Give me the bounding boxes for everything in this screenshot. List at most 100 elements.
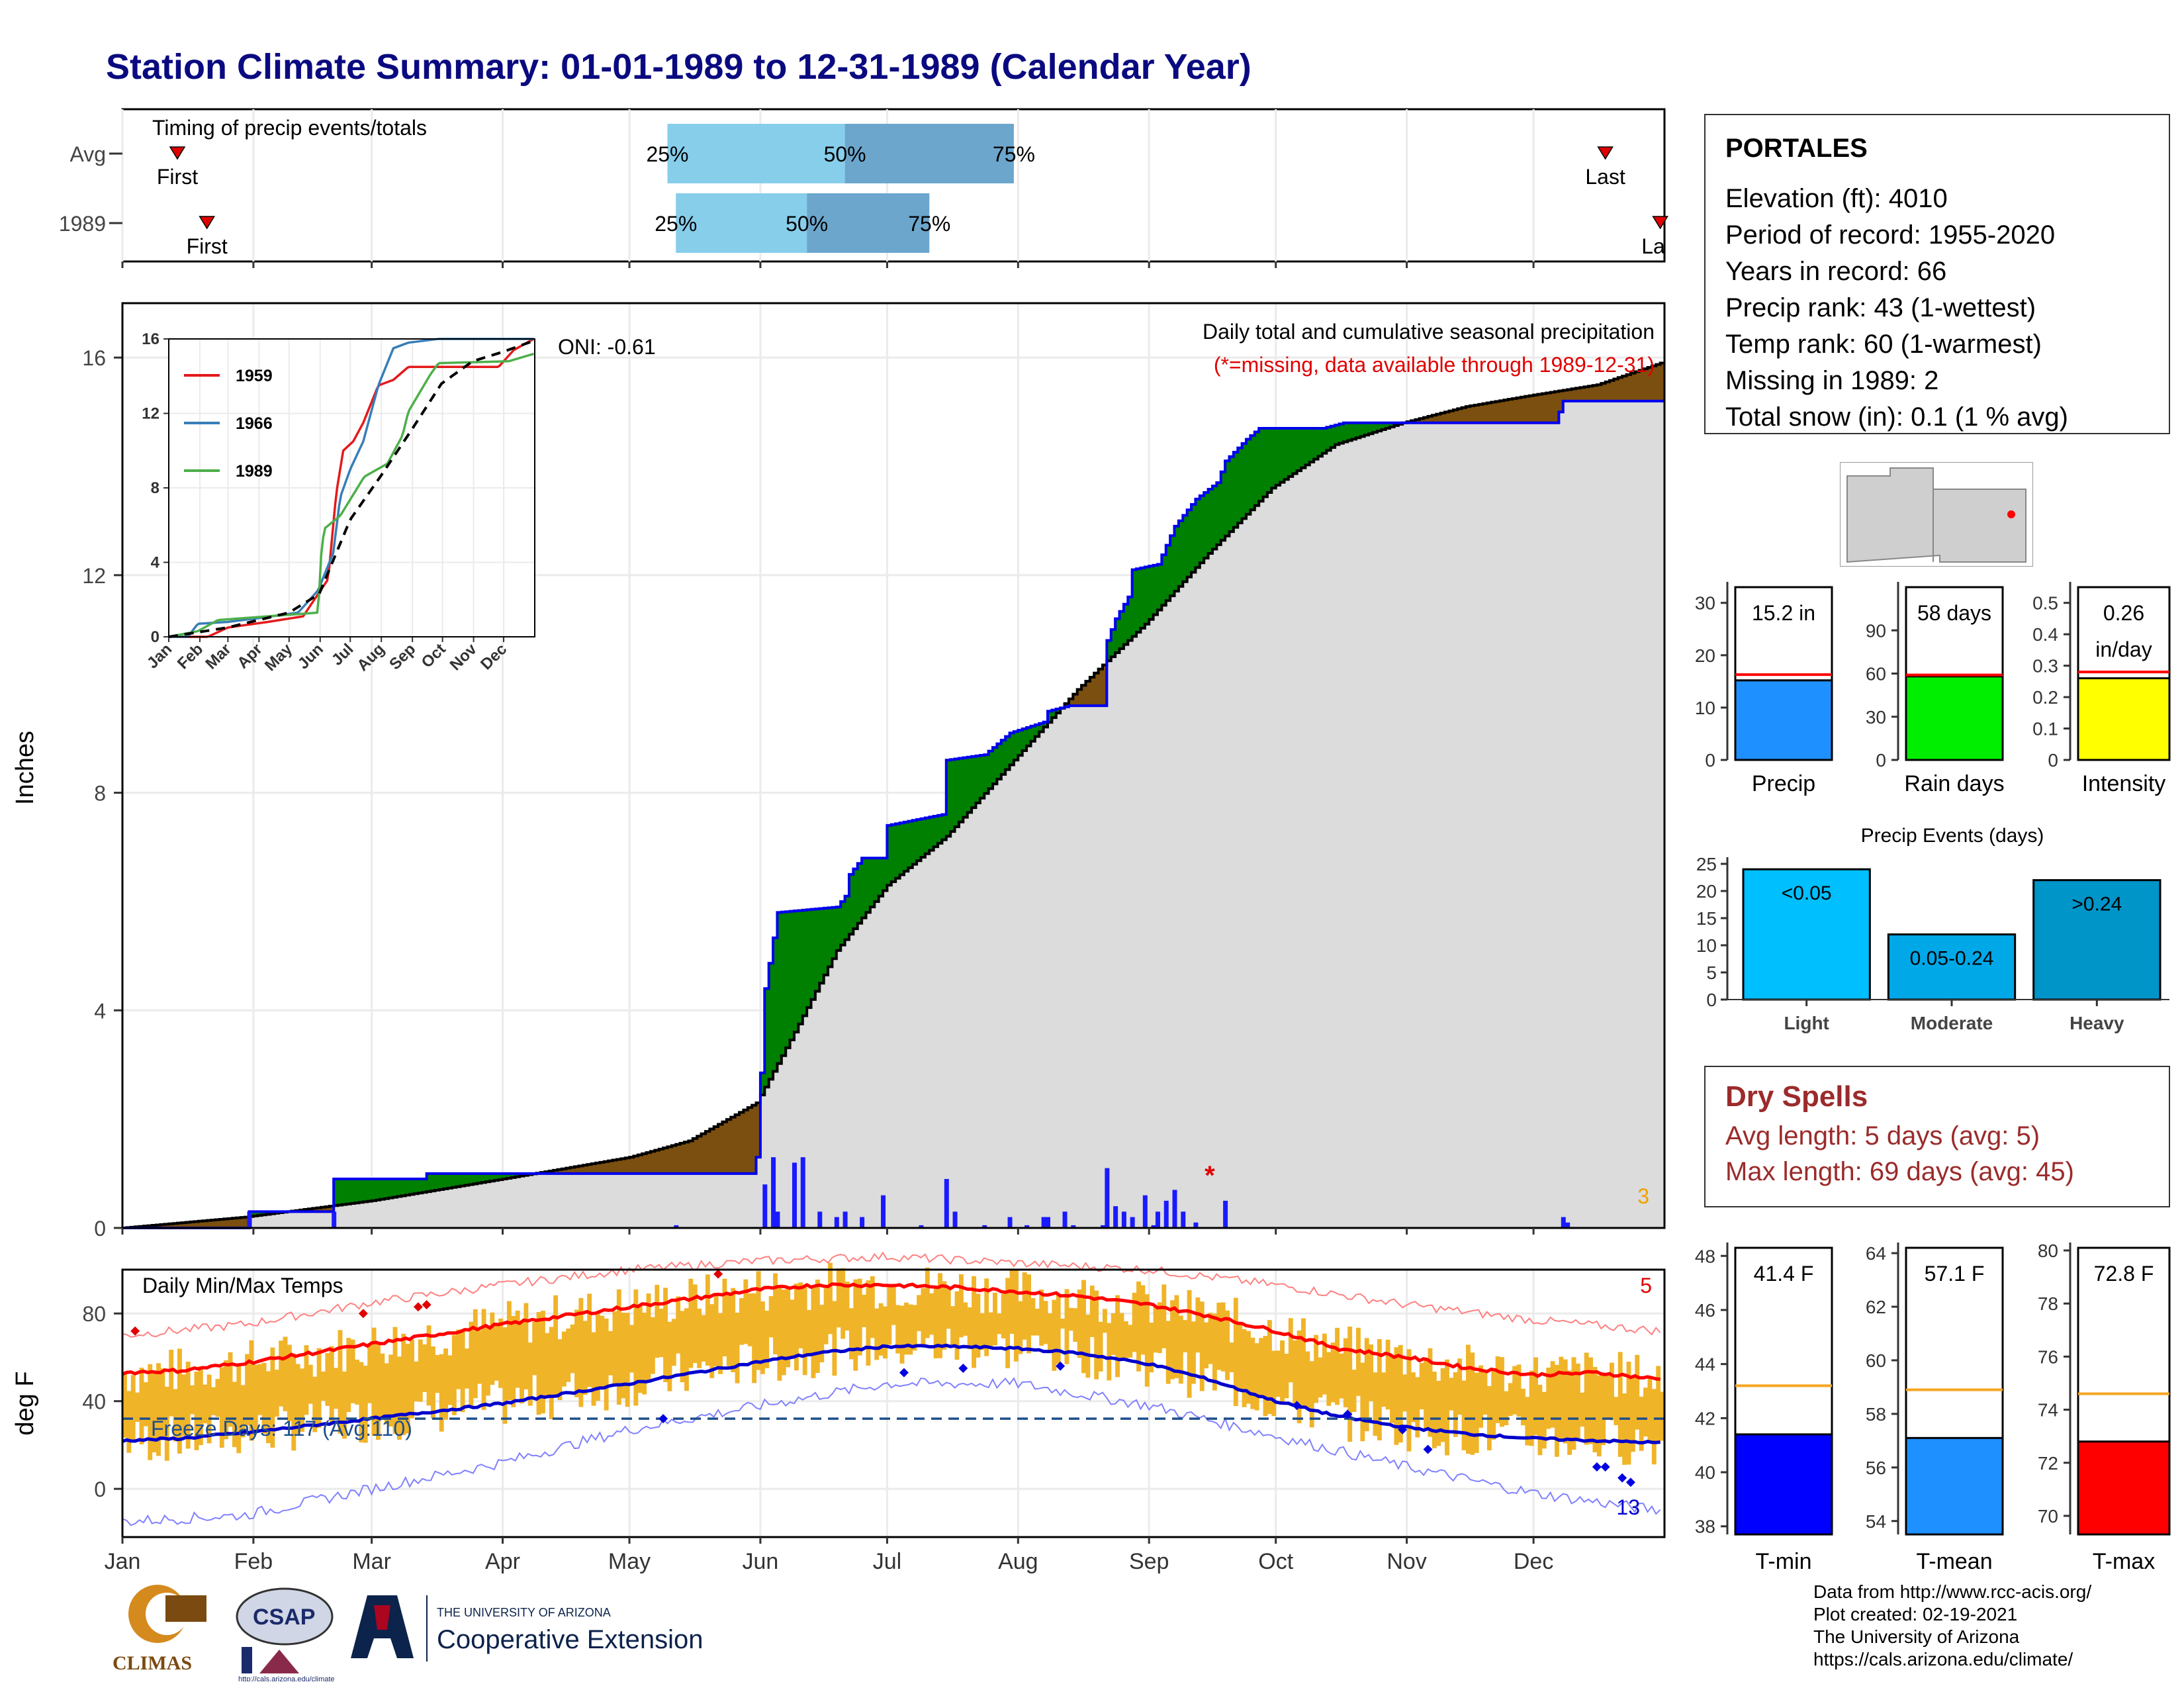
station-period: Period of record: 1955-2020 <box>1725 220 2056 250</box>
daily-precip-bar <box>1046 1217 1050 1228</box>
mini-bar-category-label: T-mean <box>1916 1549 1992 1574</box>
daily-precip-bar <box>247 1211 252 1228</box>
mini-y-tick-label: 78 <box>2038 1293 2058 1314</box>
first-event-label: First <box>157 165 198 189</box>
month-label: Jul <box>873 1549 901 1574</box>
precip-event-bar <box>2032 879 2161 1001</box>
first-event-label: First <box>187 234 228 258</box>
record-low-marker <box>659 1414 668 1424</box>
mini-bar-value <box>1905 675 2004 761</box>
daily-precip-bar <box>1193 1222 1199 1228</box>
mini-y-tick-label: 44 <box>1695 1354 1715 1375</box>
daily-precip-bar <box>775 1211 780 1228</box>
precip-event-category: Light <box>1784 1013 1829 1033</box>
daily-precip-bar <box>1565 1222 1570 1228</box>
daily-precip-bar <box>952 1211 958 1228</box>
timing-row-label: Avg <box>69 142 106 166</box>
inset-legend-label: 1959 <box>236 367 273 385</box>
record-low-marker <box>1592 1462 1602 1472</box>
temp-y-tick-label: 0 <box>94 1477 106 1501</box>
daily-precip-bar <box>1113 1206 1118 1228</box>
record-high-marker <box>422 1299 432 1309</box>
daily-precip-bar <box>1041 1217 1046 1228</box>
month-label: Mar <box>352 1549 391 1574</box>
record-high-marker <box>413 1302 423 1312</box>
record-low-marker <box>958 1364 968 1374</box>
mini-y-tick-label: 38 <box>1695 1517 1715 1537</box>
ua-big-text: Cooperative Extension <box>437 1625 703 1654</box>
record-max-line <box>122 1251 1661 1338</box>
precip-y-tick-label: 8 <box>94 782 106 806</box>
inset-y-tick-label: 12 <box>142 405 159 423</box>
timing-panel-label: Timing of precip events/totals <box>152 116 427 140</box>
daily-precip-bar <box>1155 1211 1160 1228</box>
mini-bar-category-label: Intensity <box>2082 771 2166 796</box>
daily-precip-bar <box>834 1217 839 1228</box>
daily-precip-bar <box>1121 1211 1126 1228</box>
temp-panel-title: Daily Min/Max Temps <box>142 1274 343 1297</box>
daily-precip-bar <box>674 1225 679 1228</box>
month-label: Aug <box>998 1549 1038 1574</box>
timing-75-label: 75% <box>908 212 950 236</box>
precip-event-bar-label: 0.05-0.24 <box>1910 948 1994 970</box>
mini-y-tick-label: 60 <box>1866 664 1886 684</box>
temp-y-tick-label: 40 <box>82 1390 106 1414</box>
month-label: Sep <box>1129 1549 1169 1574</box>
mini-bar-value-label: 58 days <box>1917 601 1991 625</box>
events-y-tick-label: 10 <box>1696 935 1717 956</box>
precip-event-bar <box>1742 868 1871 1001</box>
month-label: Dec <box>1514 1549 1553 1574</box>
precip-y-tick-label: 16 <box>82 346 106 370</box>
mini-y-tick-label: 58 <box>1866 1404 1886 1425</box>
mini-y-tick-label: 76 <box>2038 1346 2058 1367</box>
footer-data-source: Data from http://www.rcc-acis.org/ <box>1813 1581 2092 1602</box>
mini-y-tick-label: 10 <box>1695 698 1715 718</box>
daily-precip-bar <box>1024 1225 1030 1228</box>
daily-precip-bar <box>800 1157 805 1228</box>
mini-bar-value <box>1905 1436 2004 1536</box>
footer-credits: Data from http://www.rcc-acis.org/ Plot … <box>1813 1581 2091 1671</box>
record-low-marker <box>1056 1361 1066 1371</box>
precip-base-fill <box>122 400 1665 1228</box>
month-label: Jun <box>743 1549 779 1574</box>
daily-temp-range-bars <box>122 1262 1665 1465</box>
daily-precip-bar <box>1181 1211 1186 1228</box>
daily-precip-bar <box>944 1179 949 1228</box>
mini-y-tick-label: 0.3 <box>2032 656 2058 677</box>
mini-y-tick-label: 56 <box>1866 1458 1886 1478</box>
timing-bar-50-75 <box>844 124 1014 183</box>
last-event-marker <box>1597 146 1614 160</box>
mini-y-tick-label: 40 <box>1695 1462 1715 1483</box>
precip-y-axis-label: Inches <box>11 731 39 805</box>
record-low-marker <box>1625 1477 1635 1487</box>
inset-legend-label: 1966 <box>236 414 273 433</box>
record-low-marker <box>1617 1473 1627 1483</box>
inset-legend-label: 1989 <box>236 462 273 481</box>
timing-25-label: 25% <box>655 212 697 236</box>
inset-y-tick-label: 8 <box>151 479 159 497</box>
csap-text: CSAP <box>253 1605 315 1630</box>
precip-y-tick-label: 12 <box>82 564 106 588</box>
daily-precip-bar <box>919 1225 924 1228</box>
precip-panel-frame <box>121 302 1666 1229</box>
record-high-marker <box>358 1309 368 1319</box>
mini-y-tick-label: 30 <box>1695 593 1715 614</box>
mini-y-tick-label: 74 <box>2038 1400 2058 1421</box>
average-min-line <box>122 1343 1661 1445</box>
first-event-marker <box>169 146 186 160</box>
temp-y-axis-label: deg F <box>11 1371 39 1435</box>
mini-bar-value <box>2077 1440 2171 1536</box>
precip-panel-subtitle: (*=missing, data available through 1989-… <box>1214 353 1655 377</box>
month-label: Nov <box>1387 1549 1426 1574</box>
record-low-marker <box>1343 1409 1353 1419</box>
logo-strip: CLIMAS CSAP http://cals.arizona.edu/clim… <box>113 1585 703 1681</box>
mini-y-tick-label: 70 <box>2038 1506 2058 1526</box>
mini-bar-value-label: 0.26 <box>2103 601 2144 625</box>
daily-precip-bar <box>1223 1200 1228 1228</box>
csap-logo: CSAP http://cals.arizona.edu/climate <box>236 1587 335 1681</box>
last-event-label: Last <box>1585 165 1625 189</box>
mini-bar-value <box>1734 679 1833 761</box>
mini-bar-value-label: 72.8 F <box>2094 1262 2154 1286</box>
month-label: Apr <box>485 1549 520 1574</box>
